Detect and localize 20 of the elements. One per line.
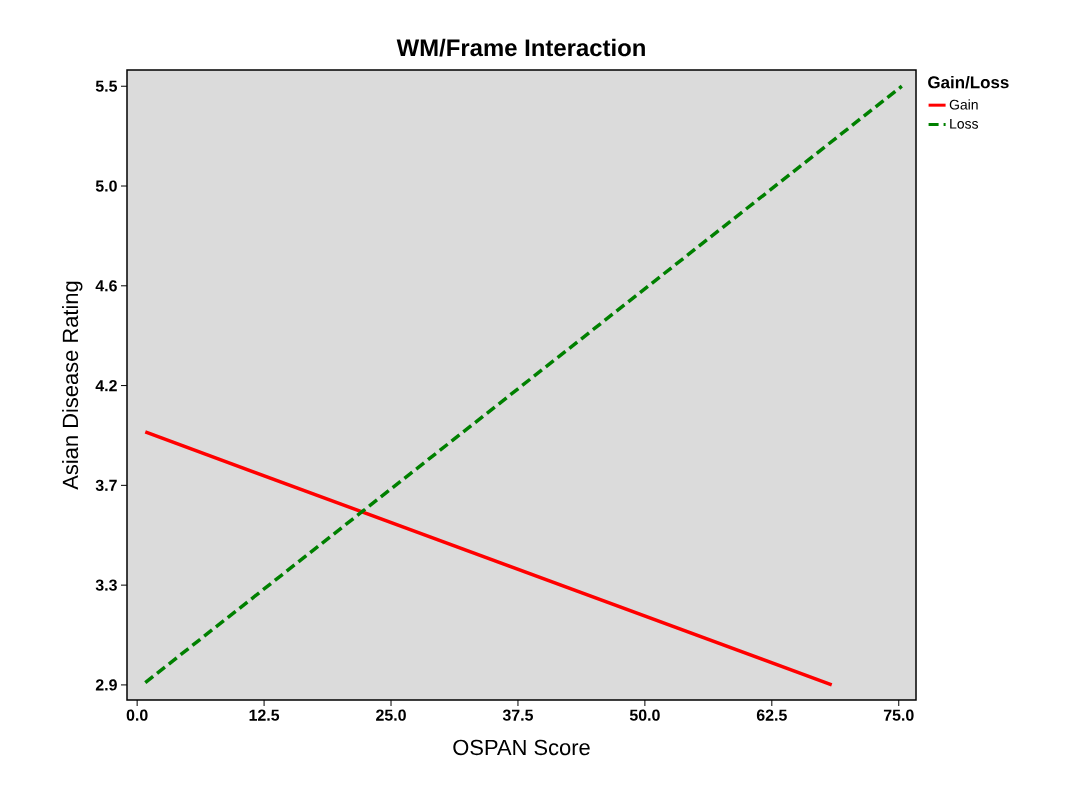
x-tick-label: 25.0	[376, 709, 406, 721]
x-axis-title: OSPAN Score	[453, 739, 590, 756]
y-tick-label: 3.3	[95, 579, 117, 591]
x-tick-label: 37.5	[502, 709, 534, 721]
x-tick-label: 50.0	[629, 709, 660, 721]
x-tick-label: 0.0	[126, 709, 148, 721]
y-tick-label: 4.6	[95, 280, 117, 292]
y-tick-label: 4.2	[95, 380, 117, 392]
x-tick-label: 62.5	[756, 709, 787, 721]
x-tick-label: 12.5	[249, 709, 280, 721]
y-tick-label: 3.7	[95, 479, 117, 491]
y-axis-title: Asian Disease Rating	[62, 281, 83, 490]
y-tick-label: 2.9	[95, 679, 117, 691]
legend-label: Loss	[950, 118, 979, 129]
x-tick-label: 75.0	[883, 709, 914, 721]
legend-label: Gain	[949, 99, 978, 110]
y-tick-label: 5.5	[95, 80, 118, 92]
legend-title: Gain/Loss	[928, 75, 1009, 89]
y-tick-label: 5.0	[95, 180, 117, 192]
chart-title: WM/Frame Interaction	[396, 38, 645, 57]
